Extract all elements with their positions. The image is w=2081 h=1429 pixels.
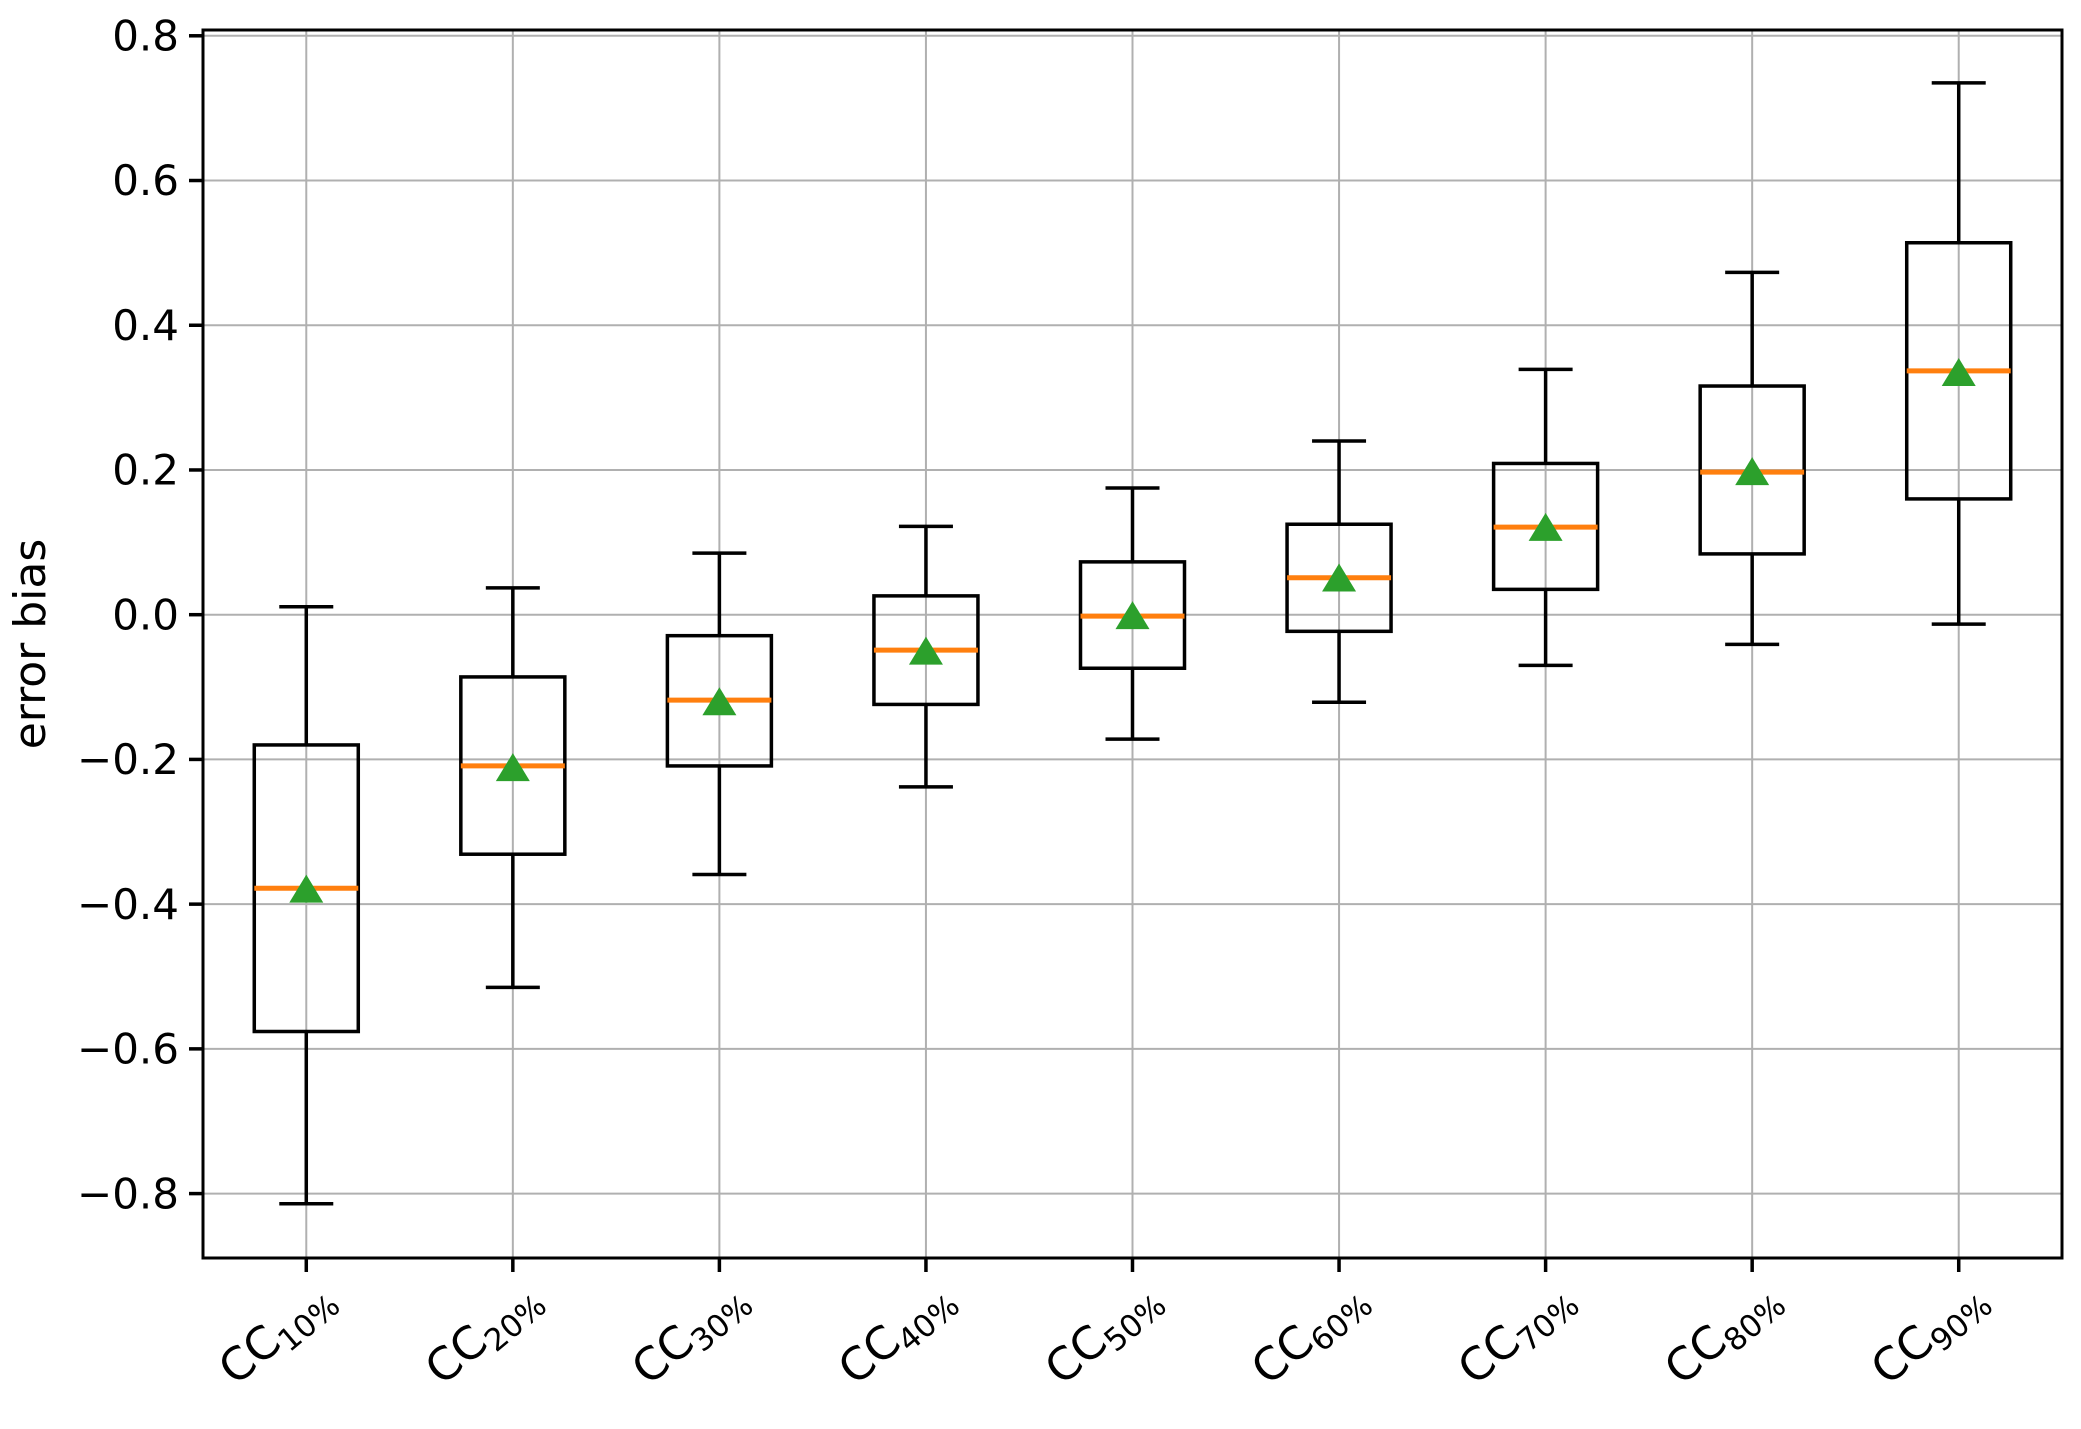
x-tick-label-4: CC40% — [828, 1270, 967, 1400]
x-tick-label-7: CC70% — [1448, 1270, 1587, 1400]
x-tick-label-6: CC60% — [1241, 1270, 1380, 1400]
box-group-5 — [1078, 486, 1187, 741]
box-group-1 — [252, 604, 361, 1206]
y-tick-label-−0.8: −0.8 — [77, 1169, 179, 1218]
y-tick-label-0.8: 0.8 — [112, 11, 179, 60]
box-group-9 — [1904, 81, 2013, 626]
box-group-2 — [459, 586, 567, 990]
mean-marker — [1322, 563, 1357, 592]
mean-marker — [289, 874, 324, 903]
x-tick-label-5: CC50% — [1035, 1270, 1174, 1400]
x-tick-label-2: CC20% — [415, 1270, 554, 1400]
x-tick-label-3: CC30% — [621, 1270, 760, 1400]
mean-marker — [1115, 601, 1150, 630]
y-tick-label-−0.4: −0.4 — [77, 880, 179, 929]
mean-marker — [1941, 358, 1976, 387]
mean-marker — [702, 687, 737, 716]
box-group-7 — [1491, 367, 1600, 668]
x-tick-label-8: CC80% — [1654, 1270, 1793, 1400]
axes-layer: 0.8 0.6 0.4 0.2 0.0 −0.2 −0.4 −0.6 −0.8 CC10% CC20… — [77, 11, 2000, 1400]
x-tick-label-1: CC10% — [208, 1270, 347, 1400]
box-group-3 — [665, 551, 774, 877]
y-tick-label-0.2: 0.2 — [112, 446, 179, 495]
x-tick-label-9: CC90% — [1861, 1270, 2000, 1400]
boxes-layer — [252, 81, 2013, 1206]
grid-lines — [203, 30, 2062, 1258]
mean-marker — [1735, 457, 1770, 486]
mean-marker — [908, 636, 943, 665]
box-group-4 — [872, 524, 980, 789]
y-tick-label-0.0: 0.0 — [112, 590, 179, 639]
box-group-8 — [1698, 270, 1806, 647]
y-tick-label-0.4: 0.4 — [112, 301, 179, 350]
y-axis-label: error bias — [5, 539, 56, 750]
y-tick-label-−0.6: −0.6 — [77, 1025, 179, 1074]
plot-border — [201, 28, 2064, 1260]
y-tick-label-0.6: 0.6 — [112, 156, 179, 205]
y-tick-label-−0.2: −0.2 — [77, 735, 179, 784]
box-group-6 — [1285, 439, 1393, 705]
mean-marker — [495, 753, 530, 782]
mean-marker — [1528, 512, 1563, 541]
